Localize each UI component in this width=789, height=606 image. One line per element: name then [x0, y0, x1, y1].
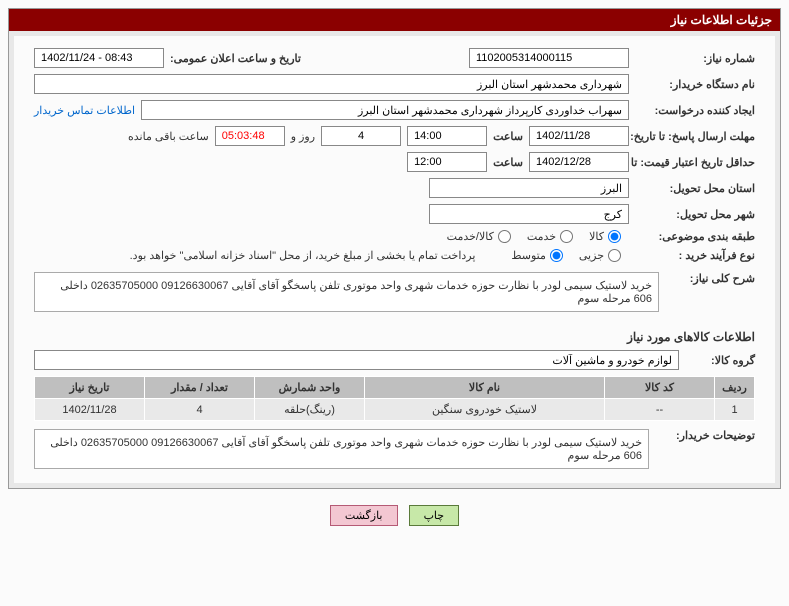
buyer-notes-label: توضیحات خریدار:: [655, 429, 755, 442]
city-field: [429, 204, 629, 224]
goods-group-label: گروه کالا:: [685, 354, 755, 367]
deadline-date: [529, 126, 629, 146]
table-cell: 1: [715, 399, 755, 421]
cat-service-radio[interactable]: [560, 230, 573, 243]
requester-field: [141, 100, 629, 120]
cat-goods-radio[interactable]: [608, 230, 621, 243]
need-number-label: شماره نیاز:: [635, 52, 755, 65]
category-label: طبقه بندی موضوعی:: [635, 230, 755, 243]
announce-field: [34, 48, 164, 68]
goods-section-title: اطلاعات کالاهای مورد نیاز: [34, 330, 755, 344]
deadline-label: مهلت ارسال پاسخ: تا تاریخ:: [635, 130, 755, 143]
contact-link[interactable]: اطلاعات تماس خریدار: [34, 104, 135, 117]
table-header: تاریخ نیاز: [35, 377, 145, 399]
print-button[interactable]: چاپ: [409, 505, 460, 526]
days-field: [321, 126, 401, 146]
table-header: تعداد / مقدار: [145, 377, 255, 399]
table-header: نام کالا: [365, 377, 605, 399]
general-desc-label: شرح کلی نیاز:: [665, 272, 755, 285]
cat-goods-text: کالا: [589, 230, 604, 243]
validity-date: [529, 152, 629, 172]
panel-title: جزئیات اطلاعات نیاز: [9, 9, 780, 31]
cat-both-radio[interactable]: [498, 230, 511, 243]
table-header: واحد شمارش: [255, 377, 365, 399]
requester-label: ایجاد کننده درخواست:: [635, 104, 755, 117]
buyer-org-label: نام دستگاه خریدار:: [635, 78, 755, 91]
need-number-field: [469, 48, 629, 68]
remaining-suffix: ساعت باقی مانده: [128, 130, 209, 143]
province-label: استان محل تحویل:: [635, 182, 755, 195]
goods-group-field: [34, 350, 679, 370]
province-field: [429, 178, 629, 198]
goods-table: ردیفکد کالانام کالاواحد شمارشتعداد / مقد…: [34, 376, 755, 421]
general-desc-box: خرید لاستیک سیمی لودر با نظارت حوزه خدما…: [34, 272, 659, 312]
table-row: 1--لاستیک خودروی سنگین(رینگ)حلقه41402/11…: [35, 399, 755, 421]
table-header: کد کالا: [605, 377, 715, 399]
cat-both-text: کالا/خدمت: [447, 230, 494, 243]
table-cell: 1402/11/28: [35, 399, 145, 421]
city-label: شهر محل تحویل:: [635, 208, 755, 221]
process-label: نوع فرآیند خرید :: [635, 249, 755, 262]
back-button[interactable]: بازگشت: [330, 505, 398, 526]
table-cell: 4: [145, 399, 255, 421]
days-suffix: روز و: [291, 130, 315, 143]
proc-partial-text: جزیی: [579, 249, 604, 262]
buyer-notes-box: خرید لاستیک سیمی لودر با نظارت حوزه خدما…: [34, 429, 649, 469]
proc-partial-radio[interactable]: [608, 249, 621, 262]
table-cell: --: [605, 399, 715, 421]
table-header: ردیف: [715, 377, 755, 399]
deadline-time: [407, 126, 487, 146]
time-label-2: ساعت: [493, 156, 523, 169]
table-cell: (رینگ)حلقه: [255, 399, 365, 421]
proc-medium-text: متوسط: [511, 249, 546, 262]
time-label-1: ساعت: [493, 130, 523, 143]
validity-label: حداقل تاریخ اعتبار قیمت: تا تاریخ:: [635, 156, 755, 169]
cat-service-text: خدمت: [527, 230, 556, 243]
table-cell: لاستیک خودروی سنگین: [365, 399, 605, 421]
announce-label: تاریخ و ساعت اعلان عمومی:: [170, 52, 301, 65]
payment-note: پرداخت تمام یا بخشی از مبلغ خرید، از محل…: [130, 249, 476, 262]
remaining-time: [215, 126, 285, 146]
buyer-org-field: [34, 74, 629, 94]
validity-time: [407, 152, 487, 172]
proc-medium-radio[interactable]: [550, 249, 563, 262]
